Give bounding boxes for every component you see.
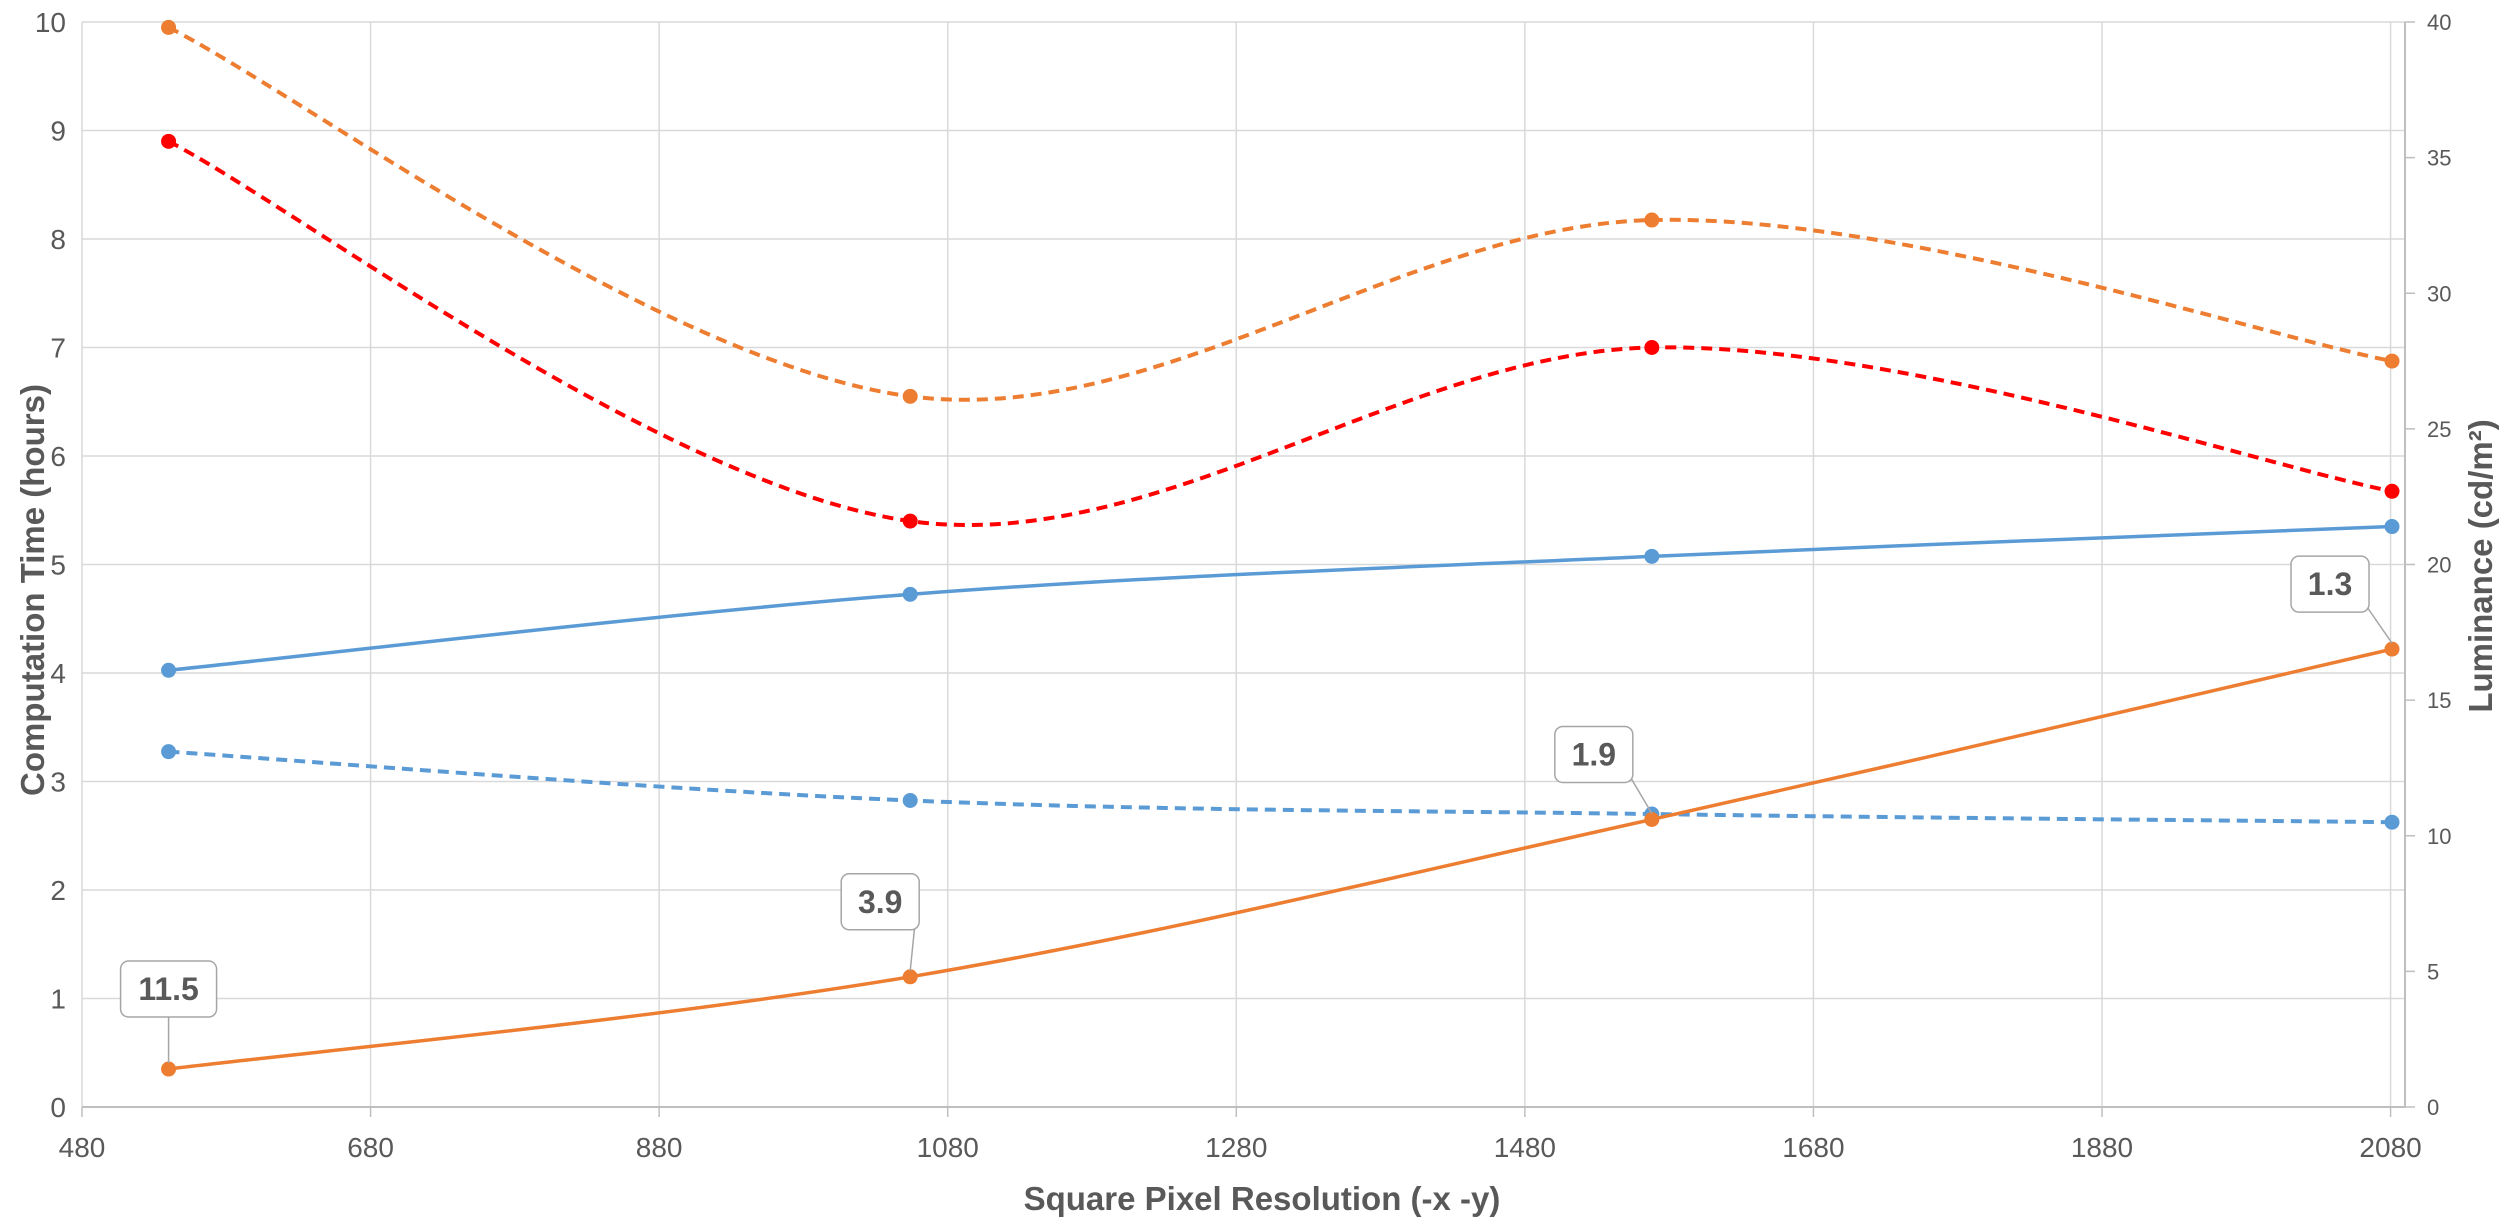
y-tick-label: 2 bbox=[50, 875, 66, 906]
data-label-box bbox=[119, 960, 218, 1018]
series-point-4 bbox=[2384, 814, 2400, 830]
series-point-2 bbox=[2384, 483, 2400, 499]
data-label-box bbox=[840, 873, 920, 931]
y2-tick-label: 30 bbox=[2427, 281, 2451, 306]
series-point-0 bbox=[1644, 811, 1660, 827]
series-point-1 bbox=[1644, 212, 1660, 228]
data-label-callout: 1.9 bbox=[1554, 725, 1653, 814]
x-tick-label: 680 bbox=[347, 1132, 394, 1163]
y2-tick-label: 0 bbox=[2427, 1095, 2439, 1120]
series-line-2 bbox=[167, 139, 2393, 527]
y-tick-label: 5 bbox=[50, 550, 66, 581]
series-point-1 bbox=[2384, 353, 2400, 369]
y2-tick-label: 40 bbox=[2427, 10, 2451, 35]
y2-tick-label: 20 bbox=[2427, 553, 2451, 578]
x-tick-label: 1080 bbox=[917, 1132, 979, 1163]
series-point-1 bbox=[902, 388, 918, 404]
series-line-3 bbox=[168, 524, 2393, 673]
y-tick-label: 6 bbox=[50, 441, 66, 472]
x-tick-label: 480 bbox=[59, 1132, 106, 1163]
series-point-3 bbox=[902, 586, 918, 602]
data-label-leader bbox=[2363, 603, 2393, 644]
series-point-0 bbox=[2384, 641, 2400, 657]
y-tick-label: 4 bbox=[50, 658, 66, 689]
series-line-4 bbox=[168, 749, 2393, 825]
data-label-leader bbox=[1627, 773, 1653, 814]
data-label-text: 1.9 bbox=[1572, 736, 1616, 772]
y-tick-label: 1 bbox=[50, 984, 66, 1015]
series-point-2 bbox=[161, 133, 177, 149]
y2-tick-label: 25 bbox=[2427, 417, 2451, 442]
x-tick-label: 2080 bbox=[2359, 1132, 2421, 1163]
data-label-text: 3.9 bbox=[858, 884, 902, 920]
series-point-3 bbox=[161, 662, 177, 678]
y-tick-label: 7 bbox=[50, 333, 66, 364]
data-label-box bbox=[2290, 555, 2370, 613]
x-tick-label: 880 bbox=[636, 1132, 683, 1163]
series-point-0 bbox=[902, 969, 918, 985]
y-tick-label: 3 bbox=[50, 767, 66, 798]
y2-tick-label: 5 bbox=[2427, 959, 2439, 984]
axes-layer: 0 1 2 3 4 5 6 7 8 9 10 480 680 880 1080 1280 1480 1680 188… bbox=[35, 7, 2452, 1163]
y2-axis-title: Luminance (cd/m²) bbox=[2462, 419, 2499, 712]
y-tick-label: 9 bbox=[50, 116, 66, 147]
series-point-3 bbox=[2384, 519, 2400, 535]
y-axis-title: Computation Time (hours) bbox=[14, 384, 51, 796]
series-point-3 bbox=[1644, 548, 1660, 564]
x-axis-title: Square Pixel Resolution (-x -y) bbox=[1024, 1180, 1501, 1217]
x-tick-label: 1280 bbox=[1205, 1132, 1267, 1163]
series-point-4 bbox=[902, 792, 918, 808]
y-tick-label: 10 bbox=[35, 7, 66, 38]
series-point-4 bbox=[161, 744, 177, 760]
data-label-callout: 1.3 bbox=[2290, 555, 2393, 644]
series-point-1 bbox=[161, 19, 177, 35]
y-tick-label: 8 bbox=[50, 224, 66, 255]
series-line-1 bbox=[167, 25, 2393, 402]
data-label-text: 1.3 bbox=[2308, 566, 2352, 602]
x-tick-label: 1480 bbox=[1494, 1132, 1556, 1163]
y2-tick-label: 35 bbox=[2427, 146, 2451, 171]
y-tick-label: 0 bbox=[50, 1092, 66, 1123]
series-point-2 bbox=[1644, 340, 1660, 355]
data-label-box bbox=[1554, 725, 1634, 784]
data-label-callout: 11.5 bbox=[119, 960, 218, 1064]
x-tick-label: 1880 bbox=[2071, 1132, 2133, 1163]
series-line-0 bbox=[168, 647, 2393, 1071]
y2-tick-label: 10 bbox=[2427, 824, 2451, 849]
series-layer bbox=[161, 19, 2400, 1077]
data-label-text: 11.5 bbox=[138, 971, 199, 1007]
callout-layer: 11.5 3.9 1.9 1.3 bbox=[119, 555, 2393, 1064]
y2-tick-label: 15 bbox=[2427, 688, 2451, 713]
series-point-2 bbox=[902, 513, 918, 529]
x-tick-label: 1680 bbox=[1782, 1132, 1844, 1163]
data-label-callout: 3.9 bbox=[840, 873, 920, 971]
grid-layer bbox=[81, 21, 2405, 1108]
series-point-0 bbox=[161, 1061, 177, 1077]
